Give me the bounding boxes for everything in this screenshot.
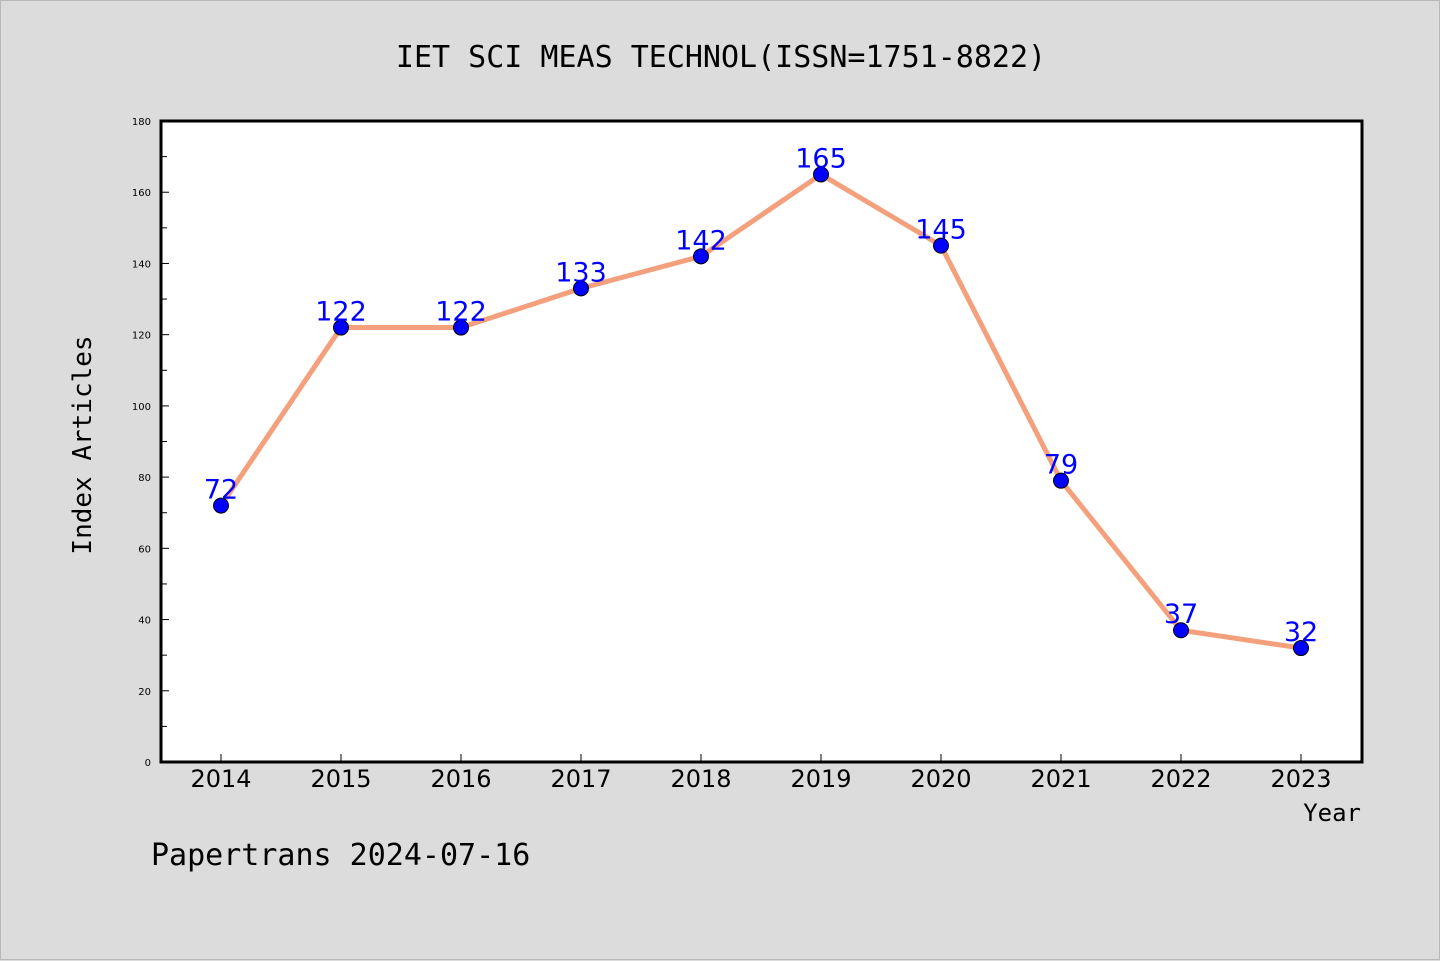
y-tick-label: 180 (132, 117, 151, 128)
y-axis: 0 20 40 60 80 100 120 140 160 180 (132, 117, 169, 769)
x-axis: 2014 2015 2016 2017 2018 2019 2020 2021 2022 2023 (190, 754, 1332, 793)
data-label: 165 (795, 143, 847, 174)
data-labels: 72 122 122 133 142 165 145 79 37 32 (204, 143, 1318, 648)
y-tick-label: 40 (138, 616, 151, 627)
x-tick-label: 2023 (1270, 765, 1331, 793)
plot-area (159, 119, 1364, 764)
data-point (573, 280, 589, 297)
x-tick-label: 2016 (430, 765, 491, 793)
data-label: 79 (1044, 450, 1078, 481)
data-point (933, 237, 949, 254)
x-tick-label: 2020 (910, 765, 971, 793)
data-point (1053, 472, 1069, 489)
data-label: 142 (675, 225, 727, 256)
data-label: 122 (315, 297, 367, 328)
data-point (1293, 640, 1309, 657)
y-tick-label: 0 (145, 758, 151, 769)
y-tick-label: 100 (132, 402, 151, 413)
y-tick-label: 160 (132, 188, 151, 199)
data-label: 32 (1284, 617, 1318, 648)
x-axis-label: Year (1303, 799, 1361, 827)
data-label: 72 (204, 475, 238, 506)
data-label: 133 (555, 257, 607, 288)
x-tick-label: 2015 (310, 765, 371, 793)
series-line (218, 171, 1304, 651)
x-tick-label: 2021 (1030, 765, 1091, 793)
x-tick-label: 2014 (190, 765, 251, 793)
x-tick-label: 2018 (670, 765, 731, 793)
data-label: 37 (1164, 599, 1198, 630)
y-tick-label: 60 (138, 544, 151, 555)
data-label: 145 (915, 215, 967, 246)
y-tick-label: 80 (138, 473, 151, 484)
data-label: 122 (435, 297, 487, 328)
y-axis-label: Index Articles (68, 335, 98, 554)
data-point (813, 166, 829, 183)
y-tick-label: 20 (138, 687, 151, 698)
data-point (453, 319, 469, 336)
data-point (213, 497, 229, 514)
footer-credit: Papertrans 2024-07-16 (151, 838, 530, 873)
data-point (333, 319, 349, 336)
x-tick-label: 2019 (790, 765, 851, 793)
chart-title: IET SCI MEAS TECHNOL(ISSN=1751-8822) (396, 40, 1046, 75)
x-tick-label: 2017 (550, 765, 611, 793)
data-point (1173, 622, 1189, 639)
x-tick-label: 2022 (1150, 765, 1211, 793)
data-point (693, 248, 709, 265)
y-tick-label: 140 (132, 259, 151, 270)
data-markers (213, 166, 1309, 657)
y-tick-label: 120 (132, 331, 151, 342)
